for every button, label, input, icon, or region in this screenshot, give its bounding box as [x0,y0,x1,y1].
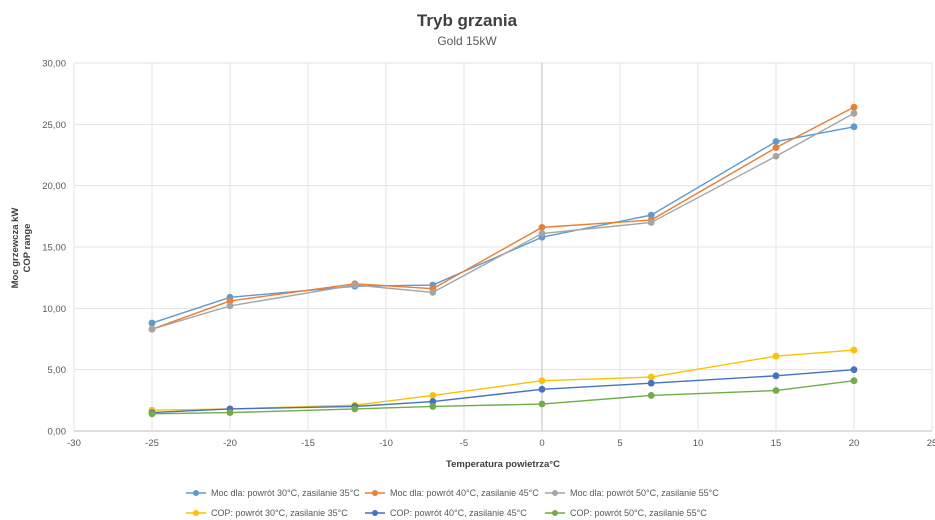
chart-subtitle: Gold 15kW [437,34,497,48]
legend: Moc dla: powrót 30°C, zasilanie 35°C Moc … [186,488,719,518]
data-point [148,319,156,327]
data-point [429,398,437,405]
data-point [850,103,858,111]
x-tick-label: -30 [67,438,81,449]
data-point [148,325,156,333]
data-point [429,288,437,296]
legend-label: COP: powrót 50°C, zasilanie 55°C [570,508,707,518]
legend-label: Moc dla: powrót 30°C, zasilanie 35°C [211,488,360,498]
data-point [772,144,780,152]
legend-swatch-marker [372,510,378,516]
x-tick-label: -10 [379,438,393,449]
data-point [772,138,780,145]
legend-swatch-marker [193,490,199,496]
data-point [850,366,858,374]
data-point [226,297,234,305]
data-point [351,281,359,289]
y-tick-label: 20,00 [42,181,66,192]
legend-item: Moc dla: powrót 50°C, zasilanie 55°C [545,488,719,498]
series-6 [148,377,858,418]
data-point [148,410,156,418]
data-point [647,211,655,219]
x-tick-label: 10 [693,438,704,449]
grid-layer [73,62,933,432]
series-1 [148,123,858,327]
y-axis-label-secondary: COP range [22,224,33,273]
data-point [429,403,437,410]
data-point [772,352,780,360]
x-tick-label: 20 [849,438,860,449]
series-line [151,126,855,324]
axis-layer: 0,00 5,00 10,00 15,00 20,00 25,00 30,00 -30 -25 -… [42,59,935,450]
data-point [538,400,546,408]
legend-item: COP: powrót 40°C, zasilanie 45°C [365,508,527,518]
data-point [850,377,858,385]
x-tick-label: 15 [771,438,782,449]
legend-label: COP: powrót 30°C, zasilanie 35°C [211,508,348,518]
y-tick-label: 15,00 [42,243,66,254]
legend-swatch-marker [552,490,558,496]
data-point [647,219,655,226]
series-line [151,349,855,411]
legend-label: Moc dla: powrót 40°C, zasilanie 45°C [390,488,539,498]
legend-item: Moc dla: powrót 40°C, zasilanie 45°C [365,488,539,498]
legend-swatch-marker [193,510,199,516]
data-point [772,387,780,394]
legend-swatch-marker [552,510,558,516]
legend-label: Moc dla: powrót 50°C, zasilanie 55°C [570,488,719,498]
data-point [538,385,546,393]
data-point [351,405,359,413]
data-point [226,409,234,416]
series-layer [148,103,858,418]
legend-label: COP: powrót 40°C, zasilanie 45°C [390,508,527,518]
series-4 [148,346,858,414]
data-point [538,377,546,385]
legend-item: COP: powrót 50°C, zasilanie 55°C [545,508,707,518]
x-tick-label: 5 [617,438,622,449]
data-point [429,392,437,399]
x-axis-label: Temperatura powietrza°C [446,459,560,470]
y-tick-label: 0,00 [48,427,67,438]
data-point [772,152,780,160]
series-line [151,380,855,415]
y-tick-label: 25,00 [42,120,66,131]
chart-title: Tryb grzania [417,11,518,30]
x-tick-label: -5 [460,438,468,449]
x-tick-label: 0 [539,438,544,449]
series-2 [148,103,858,333]
x-tick-label: -20 [223,438,237,449]
data-point [538,223,546,231]
series-line [151,112,855,330]
series-3 [148,109,858,333]
data-point [226,302,234,310]
legend-swatch-marker [372,490,378,496]
x-tick-label: 25 [927,438,935,449]
series-line [151,368,855,414]
data-point [850,123,858,131]
y-tick-label: 30,00 [42,59,66,70]
series-line [151,106,855,330]
data-point [647,379,655,387]
legend-item: Moc dla: powrót 30°C, zasilanie 35°C [186,488,360,498]
x-tick-label: -25 [145,438,159,449]
data-point [538,230,546,237]
data-point [850,109,858,117]
data-point [772,372,780,380]
x-tick-label: -15 [301,438,315,449]
data-point [647,373,655,381]
data-point [647,392,655,399]
y-tick-label: 10,00 [42,304,66,315]
data-point [850,346,858,354]
y-tick-label: 5,00 [48,365,67,376]
y-axis-label: Moc grzewcza kW [10,208,21,289]
legend-item: COP: powrót 30°C, zasilanie 35°C [186,508,348,518]
